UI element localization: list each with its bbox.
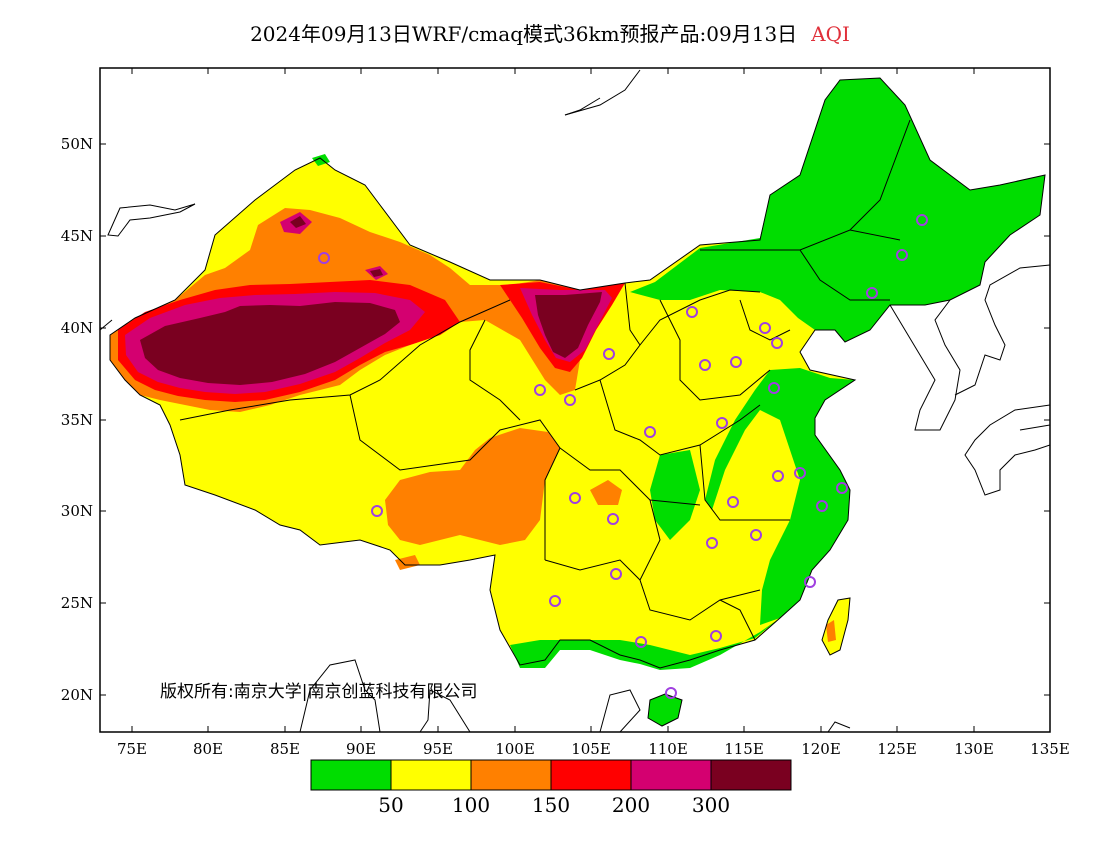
station-marker [768,382,780,394]
aqi-zone-good-central [650,450,700,540]
aqi-zone-good-northeast [630,78,1045,342]
colorbar-swatch-usg [471,760,551,790]
y-tick-label: 20N [61,686,93,704]
station-marker [750,529,762,541]
colorbar: 50 100 150 200 300 [310,759,792,817]
title-main: 2024年09月13日WRF/cmaq模式36km预报产品:09月13日 [250,22,798,46]
x-tick-label: 125E [877,740,917,758]
station-marker [772,470,784,482]
colorbar-label: 200 [612,793,650,817]
station-marker [534,384,546,396]
x-tick-label: 135E [1030,740,1070,758]
aqi-zone-usg-taiwan [826,620,836,642]
x-axis [131,68,975,732]
x-tick-labels: 75E 80E 85E 90E 95E 100E 105E 110E 115E … [117,740,1070,758]
station-marker [549,595,561,607]
station-marker [371,505,383,517]
y-tick-label: 35N [61,411,93,429]
colorbar-swatch-moderate [391,760,471,790]
map-fill-layers [100,69,1050,732]
station-marker [759,322,771,334]
x-tick-label: 110E [648,740,688,758]
colorbar-label: 100 [452,793,490,817]
station-markers [318,214,928,699]
x-tick-label: 105E [571,740,611,758]
station-marker [569,492,581,504]
y-tick-labels: 50N 45N 40N 35N 30N 25N 20N [61,135,93,704]
colorbar-label: 150 [532,793,570,817]
aqi-zone-hazardous-alxa [535,292,602,358]
colorbar-swatch-hazardous [711,760,791,790]
station-marker [318,252,330,264]
station-marker [564,394,576,406]
aqi-spot-hazardous-2-core [370,269,383,277]
station-marker [794,467,806,479]
station-marker [730,356,742,368]
x-tick-label: 90E [346,740,376,758]
y-tick-label: 30N [61,502,93,520]
station-marker [710,630,722,642]
boundary-lines [100,69,1050,732]
station-marker [665,687,677,699]
x-tick-label: 85E [270,740,300,758]
aqi-spot-hazardous-1-core [290,216,306,228]
station-marker [699,359,711,371]
x-tick-label: 115E [724,740,764,758]
station-marker [866,287,878,299]
station-marker [686,306,698,318]
y-tick-label: 25N [61,594,93,612]
aqi-zone-good-hainan [648,694,682,726]
x-tick-label: 75E [117,740,147,758]
station-marker [727,496,739,508]
x-tick-label: 100E [495,740,535,758]
map-frame [99,67,1051,733]
x-tick-label: 95E [423,740,453,758]
station-marker [644,426,656,438]
station-marker [716,417,728,429]
y-tick-label: 45N [61,227,93,245]
aqi-zone-usg-tibet [385,428,560,545]
x-tick-label: 120E [801,740,841,758]
colorbar-swatch-unhealthy [551,760,631,790]
map-title: 2024年09月13日WRF/cmaq模式36km预报产品:09月13日 AQI [0,18,1100,47]
colorbar-label: 300 [692,793,730,817]
y-tick-label: 40N [61,319,93,337]
aqi-zone-good-south-coast [510,618,780,670]
station-marker [603,348,615,360]
station-marker [706,537,718,549]
aqi-zone-usg-sichuan-basin [590,480,622,505]
station-marker [771,337,783,349]
x-tick-label: 80E [193,740,223,758]
station-marker [836,482,848,494]
y-tick-label: 50N [61,135,93,153]
station-marker [610,568,622,580]
colorbar-swatch-good [311,760,391,790]
aqi-zone-usg-south-tibet [395,555,420,570]
copyright-text: 版权所有:南京大学|南京创蓝科技有限公司 [160,682,477,702]
title-variable: AQI [811,22,850,46]
x-tick-label: 130E [954,740,994,758]
station-marker [896,249,908,261]
station-marker [635,636,647,648]
aqi-zone-good-east [705,368,855,625]
y-axis [100,143,1050,696]
colorbar-label: 50 [378,793,403,817]
station-marker [916,214,928,226]
station-marker [804,576,816,588]
colorbar-swatch-very-unhealthy [631,760,711,790]
station-marker [607,513,619,525]
station-marker [816,500,828,512]
aqi-zone-hazardous [140,302,400,385]
